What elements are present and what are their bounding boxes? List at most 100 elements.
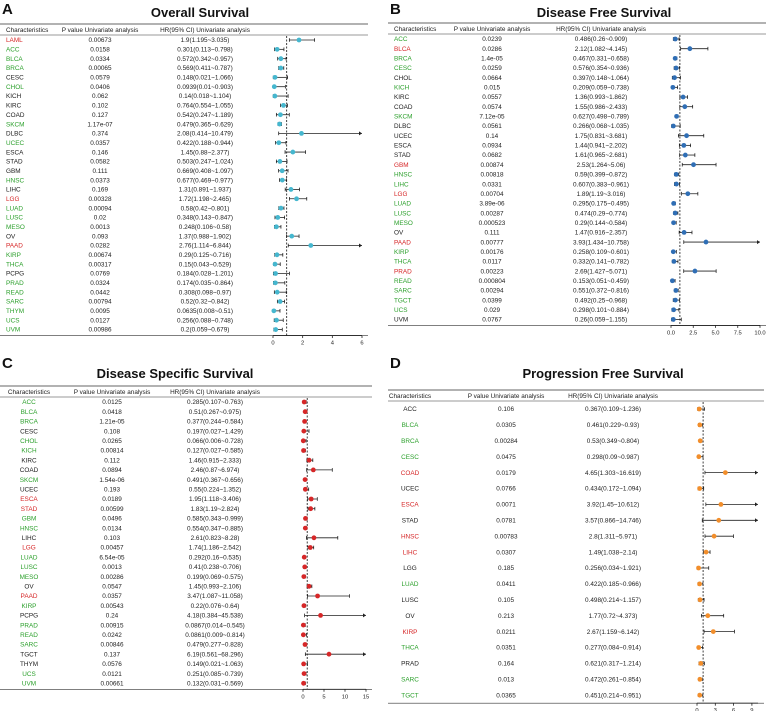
hr-ci-label: 4.18(0.384~45.538) xyxy=(187,613,243,620)
p-value-label: 0.00599 xyxy=(100,506,124,513)
p-value-label: 0.0211 xyxy=(496,629,516,636)
table-row: LGG 0.00328 1.72(1.198~2.465) xyxy=(6,196,308,203)
p-value-label: 0.0781 xyxy=(496,518,516,525)
cancer-type-label: CESC xyxy=(394,65,412,72)
x-tick-label: 10.0 xyxy=(754,330,765,336)
table-row: KIRP 0.0211 2.67(1.159~6.142) xyxy=(403,629,735,636)
cancer-type-label: LUAD xyxy=(394,201,411,208)
hr-ci-label: 0.308(0.098~0.97) xyxy=(179,289,231,296)
table-row: UVM 0.0767 0.26(0.059~1.155) xyxy=(394,317,682,324)
cancer-type-label: PCPG xyxy=(6,271,24,278)
hr-point xyxy=(670,249,676,255)
table-row: PRAD 0.164 0.621(0.317~1.214) xyxy=(401,661,705,668)
p-value-label: 0.0557 xyxy=(482,94,502,101)
cancer-type-label: ACC xyxy=(6,47,20,54)
p-value-label: 0.0934 xyxy=(482,143,502,150)
table-row: PRAD 0.00915 0.0867(0.014~0.545) xyxy=(20,622,306,629)
p-value-label: 0.00328 xyxy=(88,196,112,203)
table-row: THCA 0.00317 0.15(0.043~0.529) xyxy=(6,261,281,268)
hr-ci-label: 0.434(0.172~1.094) xyxy=(585,486,641,493)
hr-point xyxy=(671,307,677,313)
table-row: SARC 0.00846 0.479(0.277~0.828) xyxy=(20,642,308,649)
p-value-label: 0.00065 xyxy=(88,65,112,72)
hr-point xyxy=(684,133,689,139)
table-row: LUAD 0.00094 0.58(0.42~0.801) xyxy=(6,205,285,212)
table-row: COAD 0.127 0.542(0.247~1.189) xyxy=(6,112,290,119)
cancer-type-label: UVM xyxy=(22,681,36,688)
hr-ci-label: 0.0635(0.008~0.51) xyxy=(177,308,233,315)
x-tick-label: 3 xyxy=(714,708,717,711)
hr-ci-label: 3.92(1.45~10.612) xyxy=(587,502,639,509)
hr-ci-label: 0.256(0.088~0.748) xyxy=(177,317,233,324)
table-row: COAD 0.0894 2.46(0.87~6.974) xyxy=(20,467,333,474)
cancer-type-label: UVM xyxy=(394,317,408,324)
hr-ci-label: 0.0867(0.014~0.545) xyxy=(185,622,245,629)
hr-point xyxy=(311,535,317,541)
table-row: LUSC 0.105 0.498(0.214~1.157) xyxy=(401,597,705,604)
cancer-type-label: MESO xyxy=(20,574,39,581)
header-hr-ci: HR(95% CI) Univariate analysis xyxy=(568,393,658,400)
hr-point xyxy=(670,317,676,322)
cancer-type-label: LUSC xyxy=(401,597,418,604)
hr-ci-label: 0.148(0.021~1.066) xyxy=(177,75,233,82)
table-row: BRCA 1.4e-05 0.467(0.331~0.658) xyxy=(394,56,678,63)
hr-ci-label: 1.49(1.038~2.14) xyxy=(589,549,638,556)
table-row: ACC 0.0125 0.285(0.107~0.763) xyxy=(22,399,307,406)
cancer-type-label: THCA xyxy=(401,645,419,652)
hr-point xyxy=(301,574,307,579)
hr-point xyxy=(279,177,285,183)
hr-ci-label: 0.29(0.125~0.716) xyxy=(179,252,231,259)
hr-ci-label: 4.65(1.303~16.619) xyxy=(585,470,641,477)
p-value-label: 0.00287 xyxy=(480,210,504,217)
table-row: KICH 0.015 0.209(0.059~0.738) xyxy=(394,85,678,92)
header-hr-ci: HR(95% CI) Univariate analysis xyxy=(556,26,646,33)
forest-plot-disease-specific-survival: C Disease Specific Survival Characteristic… xyxy=(0,355,372,700)
hr-ci-label: 1.46(0.915~2.333) xyxy=(189,457,241,464)
hr-ci-label: 3.57(0.866~14.746) xyxy=(585,518,641,525)
p-value-label: 0.0769 xyxy=(90,271,110,278)
hr-ci-label: 2.69(1.427~5.071) xyxy=(575,268,627,275)
hr-ci-label: 0.461(0.229~0.93) xyxy=(587,422,639,429)
cancer-type-label: UVM xyxy=(6,327,20,334)
table-row: GBM 0.111 0.669(0.408~1.097) xyxy=(6,168,289,175)
table-row: UCS 0.0121 0.251(0.085~0.739) xyxy=(22,671,307,678)
table-row: COAD 0.0574 1.55(0.986~2.433) xyxy=(394,104,694,111)
hr-point xyxy=(274,289,280,295)
cancer-type-label: BRCA xyxy=(394,56,412,63)
panel-disease-free-survival: B Disease Free Survival Characteristics P v… xyxy=(388,0,772,345)
hr-point xyxy=(682,152,688,158)
cancer-type-label: LIHC xyxy=(6,187,21,194)
hr-point xyxy=(308,506,314,512)
p-value-label: 0.0411 xyxy=(496,581,516,588)
p-value-label: 0.00777 xyxy=(480,239,504,246)
hr-point xyxy=(278,56,284,62)
hr-ci-label: 0.572(0.342~0.957) xyxy=(177,56,233,63)
hr-point xyxy=(718,502,724,507)
table-row: LUSC 0.02 0.348(0.143~0.847) xyxy=(6,215,285,222)
cancer-type-label: LIHC xyxy=(22,535,37,542)
cancer-type-label: UCS xyxy=(6,317,20,324)
table-row: STAD 0.0682 1.61(0.965~2.681) xyxy=(394,152,696,159)
table-row: KICH 0.062 0.14(0.018~1.104) xyxy=(6,93,289,100)
table-row: KIRP 0.00176 0.258(0.109~0.601) xyxy=(394,249,677,256)
cancer-type-label: HNSC xyxy=(394,172,412,179)
ci-arrow xyxy=(363,613,366,618)
p-value-label: 0.0357 xyxy=(102,593,122,600)
cancer-type-label: SARC xyxy=(20,642,38,649)
table-row: PAAD 0.0282 2.76(1.114~6.844) xyxy=(6,243,362,250)
table-row: BLCA 0.0305 0.461(0.229~0.93) xyxy=(402,422,704,429)
table-row: CHOL 0.0664 0.397(0.148~1.064) xyxy=(394,75,681,82)
header-p-value: P value Univariate analysis xyxy=(468,393,545,400)
x-tick-label: 0.0 xyxy=(667,330,675,336)
table-row: GBM 0.00874 2.53(1.264~5.06) xyxy=(394,162,717,169)
p-value-label: 0.00286 xyxy=(100,574,124,581)
hr-ci-label: 0.0939(0.01~0.903) xyxy=(177,84,233,91)
hr-point xyxy=(672,75,677,81)
header-p-value: P value Univariate analysis xyxy=(62,27,139,34)
cancer-type-label: SARC xyxy=(394,288,412,295)
panel-letter: A xyxy=(2,1,13,18)
cancer-type-label: CESC xyxy=(20,428,38,435)
p-value-label: 1.54e-06 xyxy=(99,477,125,484)
hr-ci-label: 2.53(1.264~5.06) xyxy=(577,162,626,169)
table-row: BRCA 0.00065 0.569(0.411~0.787) xyxy=(6,65,285,72)
